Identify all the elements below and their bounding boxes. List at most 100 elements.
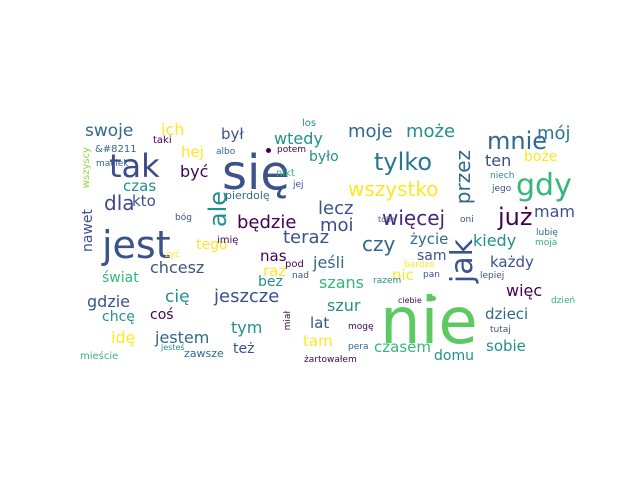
word: lepiej [480, 271, 505, 281]
word: każdy [490, 253, 534, 271]
word: czy [362, 232, 396, 256]
word: gdzie [87, 292, 130, 311]
word: życie [410, 230, 449, 248]
word: więcej [382, 206, 446, 230]
word: się [222, 145, 290, 201]
word: raz [263, 262, 287, 280]
word: dzieci [485, 305, 529, 323]
dot [266, 148, 271, 153]
word: szur [327, 296, 361, 315]
word: nas [260, 247, 287, 265]
word: czas [123, 177, 157, 195]
word: tego [196, 237, 228, 253]
word: mnie [487, 127, 548, 155]
word: swoje [85, 121, 134, 141]
word: już [498, 203, 533, 231]
word: imię [217, 235, 239, 246]
word: też [233, 341, 255, 357]
word: mieście [80, 351, 119, 362]
word: tobą [378, 215, 397, 224]
word: będzie [237, 212, 297, 233]
word: niech [490, 171, 515, 181]
word: jestem [155, 328, 210, 347]
word: przez [451, 150, 475, 205]
word: potem [277, 145, 307, 155]
word: było [309, 149, 339, 165]
word: ciebie [398, 296, 422, 305]
word: lecz [318, 198, 354, 219]
word: szans [319, 273, 365, 292]
word: żyć [165, 250, 180, 260]
word: świat [102, 270, 139, 286]
word: zawsze [184, 347, 224, 360]
word: tam [303, 332, 333, 350]
word: bóg [175, 213, 192, 223]
word: boże [524, 149, 558, 165]
word: może [406, 121, 456, 142]
word: jej [293, 180, 304, 190]
word: dla [104, 191, 135, 215]
word: żartowałem [304, 355, 357, 365]
word: jego [492, 184, 512, 194]
word: mam [534, 202, 575, 221]
word: wtedy [274, 129, 323, 148]
word: jest [102, 223, 171, 267]
word: moi [320, 215, 354, 236]
word-cloud: nie się jest tak jak gdy mnie tylko już … [80, 105, 575, 375]
word: jeszcze [214, 286, 280, 307]
word: nawet [80, 209, 96, 253]
word: kiedy [473, 231, 517, 250]
word: więc [506, 281, 543, 300]
word: bardzo [404, 260, 435, 270]
word: pierdolę [225, 189, 270, 202]
word: tym [231, 318, 263, 337]
word: cię [165, 287, 190, 307]
word: wszystko [348, 177, 439, 201]
word: albo [216, 147, 236, 157]
word: miał [283, 311, 293, 331]
dot [431, 296, 436, 301]
word: gdy [516, 168, 572, 203]
word: bez [258, 274, 283, 290]
word: był [221, 125, 244, 143]
word: mogę [348, 322, 374, 332]
word: być [180, 162, 209, 181]
word: los [302, 118, 317, 129]
word: czasem [374, 338, 431, 356]
word: coś [150, 307, 174, 323]
word: kto [132, 192, 156, 210]
word: dzień [551, 296, 576, 306]
word: mój [537, 123, 571, 144]
word: oni [460, 215, 474, 225]
word: &#8211 [95, 144, 137, 155]
word: nic [392, 266, 414, 284]
word: tak [109, 147, 160, 185]
word: taki [153, 135, 172, 146]
word: teraz [283, 227, 330, 248]
word: sam [417, 248, 447, 264]
word: nad [292, 271, 309, 281]
word: lat [310, 314, 330, 332]
word: nie [380, 285, 478, 359]
word: jeśli [313, 253, 345, 272]
word: lubię [536, 228, 558, 238]
word: chcę [102, 309, 135, 325]
word: hej [181, 143, 204, 161]
word: tutaj [490, 325, 511, 335]
word: ten [485, 151, 512, 170]
word: wszyscy [81, 147, 92, 189]
word: sobie [486, 337, 526, 355]
word: domu [434, 348, 474, 364]
word: pan [423, 270, 440, 280]
word: razem [373, 276, 402, 286]
word: ich [161, 120, 185, 139]
word: nikt [276, 168, 295, 179]
word: chcesz [150, 258, 205, 277]
word: maciek [96, 159, 129, 169]
word: pera [348, 342, 369, 352]
word: moja [535, 238, 558, 248]
word: moje [348, 121, 393, 142]
word: jesteś [161, 343, 185, 352]
word: pod [285, 259, 304, 270]
word: idę [111, 328, 136, 347]
